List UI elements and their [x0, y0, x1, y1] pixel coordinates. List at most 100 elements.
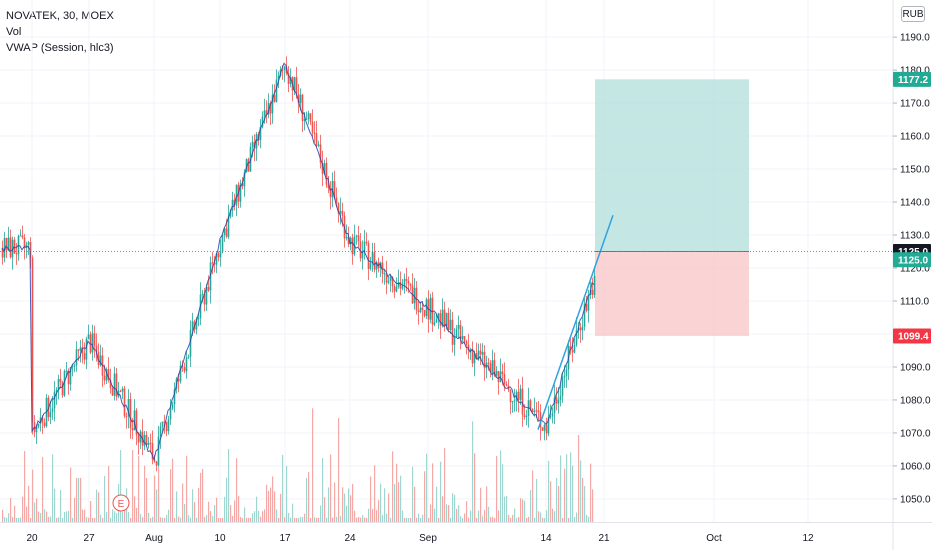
candle-body	[489, 363, 492, 373]
candle-body	[207, 287, 210, 291]
candle-body	[179, 365, 182, 382]
volume-bar	[454, 494, 456, 522]
y-tick-label: 1080.0	[900, 395, 931, 406]
volume-bar	[276, 509, 278, 522]
candle-body	[149, 442, 152, 444]
volume-bar	[72, 517, 74, 522]
candle-body	[121, 388, 124, 392]
currency-badge[interactable]: RUB	[901, 6, 925, 22]
volume-bar	[274, 491, 276, 522]
event-marker-label: E	[118, 499, 125, 510]
candle-body	[99, 355, 102, 366]
candle-body	[471, 349, 474, 364]
volume-bar	[78, 477, 80, 522]
volume-bar	[28, 485, 30, 522]
volume-bar	[18, 517, 20, 522]
volume-bar	[496, 455, 498, 522]
volume-bar	[244, 507, 246, 522]
candle-body	[69, 367, 72, 385]
vwap-indicator-label[interactable]: VWAP (Session, hlc3)	[6, 42, 114, 54]
candle-body	[49, 412, 52, 418]
y-tick-label: 1180.0	[900, 66, 930, 77]
candle-body	[315, 133, 318, 146]
volume-bar	[134, 496, 136, 522]
volume-bar	[564, 468, 566, 522]
candle-body	[185, 357, 188, 372]
volume-bars	[2, 408, 594, 522]
candle-body	[7, 237, 10, 251]
candle-body	[275, 79, 278, 102]
volume-bar	[76, 477, 78, 522]
candle-body	[223, 228, 226, 236]
candle-body	[337, 203, 340, 214]
volume-bar	[590, 463, 592, 522]
volume-indicator-label[interactable]: Vol	[6, 26, 22, 38]
candle-body	[407, 280, 410, 284]
volume-bar	[536, 478, 538, 522]
candle-body	[241, 183, 244, 187]
candle-body	[75, 349, 78, 366]
volume-bar	[580, 460, 582, 522]
candle-body	[463, 336, 466, 342]
volume-bar	[574, 516, 576, 522]
volume-bar	[190, 517, 192, 522]
volume-bar	[586, 514, 588, 522]
candle-body	[483, 351, 486, 369]
candle-body	[263, 110, 266, 117]
volume-bar	[582, 477, 584, 522]
volume-bar	[92, 517, 94, 522]
volume-bar	[96, 489, 98, 522]
candle-body	[511, 401, 514, 403]
candle-body	[95, 345, 98, 352]
candle-body	[547, 417, 550, 434]
candle-body	[473, 353, 476, 364]
volume-bar	[206, 515, 208, 522]
volume-bar	[584, 486, 586, 522]
volume-bar	[462, 517, 464, 522]
candle-body	[13, 239, 16, 254]
volume-bar	[400, 475, 402, 522]
candle-body	[201, 293, 204, 295]
volume-bar	[538, 511, 540, 522]
candle-body	[459, 324, 462, 339]
volume-bar	[120, 450, 122, 522]
earnings-event-marker[interactable]: E	[112, 494, 130, 512]
volume-bar	[140, 513, 142, 522]
candle-body	[551, 413, 554, 417]
volume-bar	[300, 516, 302, 522]
volume-bar	[172, 458, 174, 522]
candle-body	[553, 397, 556, 414]
volume-bar	[484, 509, 486, 522]
candle-body	[195, 318, 198, 330]
volume-bar	[408, 518, 410, 522]
candle-body	[23, 237, 26, 248]
volume-bar	[64, 511, 66, 522]
candle-body	[133, 410, 136, 431]
candle-body	[425, 299, 428, 317]
volume-bar	[518, 516, 520, 522]
volume-bar	[48, 517, 50, 522]
candle-body	[145, 435, 148, 446]
volume-bar	[248, 517, 250, 522]
volume-bar	[282, 454, 284, 522]
x-tick-label: Oct	[706, 533, 722, 544]
grid	[0, 0, 893, 522]
volume-bar	[516, 517, 518, 522]
volume-bar	[404, 517, 406, 522]
candle-body	[311, 121, 314, 133]
x-tick-label: 20	[26, 533, 38, 544]
symbol-line[interactable]: NOVATEK, 30, MOEX	[6, 10, 114, 22]
volume-bar	[314, 517, 316, 522]
candle-body	[303, 119, 306, 121]
volume-bar	[422, 514, 424, 522]
candle-body	[525, 416, 528, 418]
volume-bar	[34, 502, 36, 522]
volume-bar	[170, 469, 172, 522]
volume-bar	[272, 476, 274, 522]
candle-body	[155, 461, 158, 466]
candle-body	[143, 435, 146, 446]
volume-bar	[426, 453, 428, 522]
candle-body	[113, 373, 116, 396]
volume-bar	[394, 484, 396, 522]
